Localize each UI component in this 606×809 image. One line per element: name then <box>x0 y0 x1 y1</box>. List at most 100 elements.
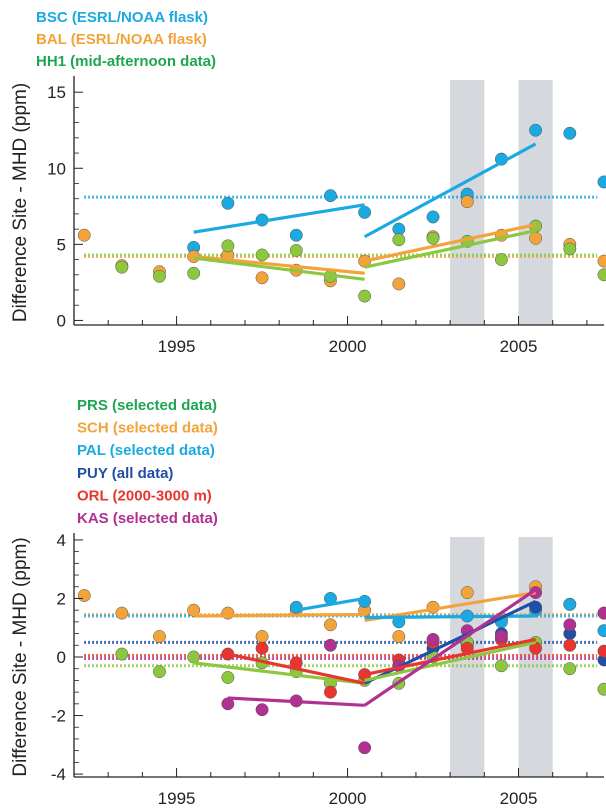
point-sch <box>255 630 269 643</box>
point-bsc <box>426 210 440 224</box>
x-tick-label: 2000 <box>329 337 367 356</box>
trend-line-prs <box>193 661 365 685</box>
y-tick-label: 2 <box>57 589 66 608</box>
point-hh1 <box>494 253 508 267</box>
y-tick-label: 0 <box>57 311 66 330</box>
point-bsc <box>358 205 372 219</box>
point-hh1 <box>187 266 201 280</box>
legend-entry: ORL (2000-3000 m) <box>77 487 212 504</box>
legend-entry: PAL (selected data) <box>77 442 215 459</box>
point-kas <box>255 703 269 717</box>
trend-line-orl <box>364 637 536 677</box>
point-prs <box>187 650 201 664</box>
point-bal <box>460 195 474 209</box>
y-tick-label: 4 <box>57 531 66 550</box>
point-sch <box>115 606 129 620</box>
trend-line-bal <box>364 223 536 263</box>
y-tick-label: 10 <box>47 159 66 178</box>
point-hh1 <box>255 248 269 262</box>
point-sch <box>460 586 474 600</box>
chart-top: 1995 2000 2005 0 5 10 15 Difference Site - MHD … <box>10 9 606 356</box>
legend-entry: SCH (selected data) <box>77 420 218 437</box>
x-tick-label: 2005 <box>500 789 538 808</box>
x-tick-label: 1995 <box>158 337 196 356</box>
point-kas <box>426 632 440 646</box>
trend-line-hh1 <box>364 229 536 269</box>
point-sch <box>153 630 166 643</box>
point-bal <box>255 271 269 285</box>
trend-line-kas <box>227 696 365 707</box>
point-sch <box>221 606 235 620</box>
x-tick-label: 2005 <box>500 337 538 356</box>
trend-line-hh1 <box>193 256 365 281</box>
legend-entry: PRS (selected data) <box>77 397 217 414</box>
point-bsc <box>597 175 606 189</box>
point-sch <box>392 630 406 643</box>
trend-line-bsc <box>193 203 365 234</box>
trend-line-bal <box>193 254 365 275</box>
point-sch <box>324 618 337 632</box>
trend-line-bsc <box>363 142 537 239</box>
point-prs <box>494 659 508 673</box>
y-tick-label: -4 <box>51 765 66 784</box>
point-kas <box>563 618 577 632</box>
trend-line-prs <box>364 640 536 682</box>
point-hh1 <box>221 239 235 253</box>
point-prs <box>563 662 577 676</box>
y-axis-title: Difference Site - MHD (ppm) <box>10 83 31 322</box>
point-bal <box>392 277 406 291</box>
trend-line-pal <box>364 614 536 620</box>
trend-line-pal <box>295 596 365 612</box>
point-hh1 <box>115 260 129 274</box>
legend-entry: BAL (ESRL/NOAA flask) <box>36 31 207 48</box>
point-bsc <box>563 126 577 140</box>
point-bal <box>77 228 91 242</box>
point-bsc <box>221 196 235 210</box>
y-tick-label: 0 <box>57 648 66 667</box>
legend-entry: HH1 (mid-afternoon data) <box>36 53 216 70</box>
point-pal <box>358 594 372 608</box>
legend-entry: BSC (ESRL/NOAA flask) <box>36 9 208 26</box>
point-kas <box>494 630 508 643</box>
x-tick-label: 2000 <box>329 789 367 808</box>
point-prs <box>115 647 129 661</box>
point-orl <box>324 685 337 699</box>
point-orl <box>563 638 577 652</box>
point-pal <box>289 600 303 614</box>
y-tick-label: 15 <box>47 83 66 102</box>
point-hh1 <box>153 269 166 283</box>
point-kas <box>324 638 337 652</box>
trend-line-sch <box>193 612 365 618</box>
point-hh1 <box>289 243 303 257</box>
point-kas <box>221 697 235 711</box>
shaded-period <box>518 80 553 325</box>
point-hh1 <box>597 268 606 282</box>
point-pal <box>563 597 577 611</box>
point-orl <box>529 641 543 655</box>
point-orl <box>255 641 269 655</box>
point-hh1 <box>426 231 440 245</box>
point-hh1 <box>358 289 372 303</box>
point-sch <box>77 589 91 602</box>
point-kas <box>597 606 606 620</box>
point-bal <box>597 254 606 268</box>
x-tick-label: 1995 <box>158 789 196 808</box>
point-pal <box>597 624 606 638</box>
point-bal <box>529 231 543 245</box>
point-prs <box>221 671 235 684</box>
point-prs <box>597 682 606 696</box>
y-tick-label: 5 <box>57 235 66 254</box>
point-hh1 <box>563 242 577 256</box>
point-orl <box>597 644 606 658</box>
point-sch <box>187 603 201 617</box>
trend-line-orl <box>227 652 365 685</box>
trend-line-kas <box>363 588 537 707</box>
point-prs <box>153 665 166 679</box>
point-bsc <box>529 123 543 137</box>
chart-bottom: 1995 2000 2005 -4 -2 0 2 4 Difference Site - MHD… <box>10 397 606 808</box>
shaded-period <box>518 537 553 777</box>
y-axis-title: Difference Site - MHD (ppm) <box>10 537 31 776</box>
point-kas <box>358 741 372 755</box>
point-bsc <box>324 189 337 203</box>
